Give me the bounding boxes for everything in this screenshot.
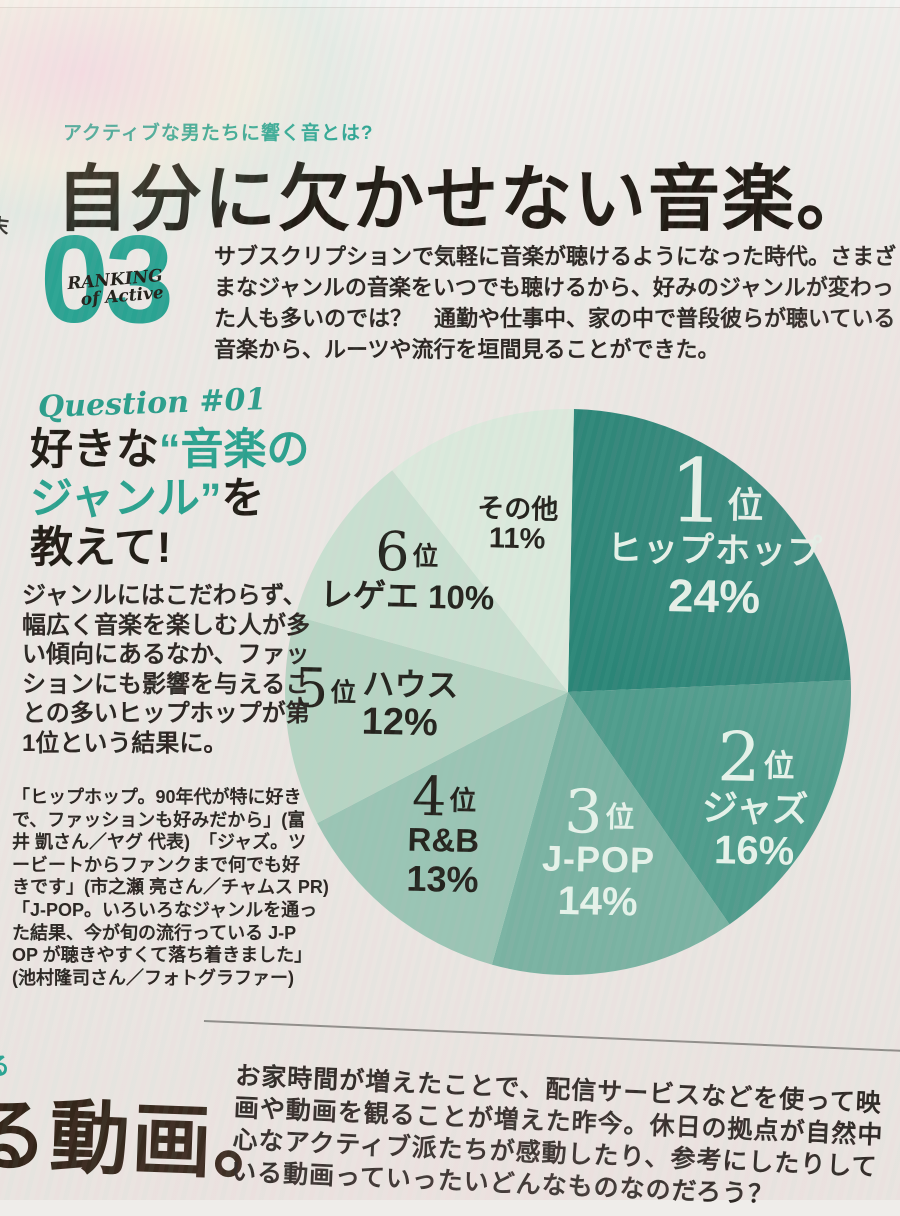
headline-seg-teal: ジャンル” — [30, 475, 222, 523]
rank-suffix: 位 — [763, 747, 795, 784]
question-body-paragraph: ジャンルにはこだわらず、 幅広く音楽を楽しむ人が多 い傾向にあるなか、ファッ ションに… — [22, 581, 310, 758]
page-title: 自分に欠かせない音楽。 — [56, 160, 871, 240]
text-line: 「ヒップホップ。90年代が特に好き — [12, 787, 302, 807]
screen-top-edge — [0, 0, 900, 8]
text-line: ービートからファンクまで何でも好 — [12, 854, 300, 875]
pie-slice-rank-1 — [568, 409, 851, 692]
pie-chart: 1 位 ヒップホップ 24% 2 位 ジャズ 16% 3 位 J-POP 14%… — [272, 396, 864, 988]
text-line: 「J-POP。いろいろなジャンルを通っ — [12, 899, 318, 920]
pie-slice-rank-5 — [285, 615, 568, 824]
question-headline-line3: 教えて! — [30, 524, 310, 573]
pie-slice-rank-6 — [295, 470, 568, 692]
slice-name: その他 — [477, 493, 559, 525]
headline-seg-black: 教えて! — [30, 524, 172, 572]
text-line: 井 凱さん／ヤグ 代表) 「ジャズ。ツ — [12, 832, 307, 853]
slice-percent: 10% — [427, 578, 495, 617]
question-number-script: Question #01 — [37, 382, 267, 425]
pie-label-other: その他 11% — [467, 493, 568, 556]
rank-suffix: 位 — [727, 483, 764, 526]
slice-name: レゲエ — [319, 575, 420, 616]
pie-label-rank4: 4 位 R&B 13% — [370, 764, 518, 900]
slice-name: J-POP — [541, 837, 656, 881]
rank6-name-percent-row: レゲエ 10% — [319, 575, 495, 617]
slice-percent: 24% — [667, 569, 761, 624]
headline-seg-teal: “音楽の — [159, 426, 310, 474]
question-headline-line1: 好きな“音楽の — [30, 426, 310, 475]
rank-number: 2 — [716, 718, 762, 799]
text-line: い傾向にあるなか、ファッ — [22, 641, 310, 668]
question-headline: 好きな“音楽の ジャンル”を 教えて! — [30, 426, 310, 573]
pie-slice-other — [392, 409, 574, 692]
pie-slice-rank-4 — [317, 692, 568, 965]
rank-suffix: 位 — [449, 785, 477, 816]
pie-label-rank1: 1 位 ヒップホップ 24% — [598, 439, 833, 624]
rank-number: 4 — [411, 764, 448, 829]
slice-name: ハウス — [362, 665, 459, 704]
pie-label-rank2: 2 位 ジャズ 16% — [666, 718, 844, 874]
rank-row: 4 位 — [371, 764, 517, 829]
left-edge-text-fragment-bottom: る — [0, 1046, 10, 1081]
slice-percent: 16% — [713, 828, 795, 874]
rank-number: 6 — [374, 519, 411, 584]
pie-chart-svg — [285, 409, 851, 975]
slice-percent: 12% — [361, 700, 439, 744]
intro-paragraph: サブスクリプションで気軽に音楽が聴けるようになった時代。さまざ まなジャンルの音楽… — [214, 241, 896, 365]
text-line: 音楽から、ルーツや流行を垣間見ることができた。 — [214, 337, 720, 362]
pie-label-rank3: 3 位 J-POP 14% — [508, 776, 689, 925]
kicker-heading: アクティブな男たちに響く音とは? — [63, 123, 374, 144]
headline-seg-black: を — [221, 475, 265, 523]
pie-slice-rank-3 — [491, 692, 730, 975]
slice-name: ジャズ — [701, 787, 809, 831]
section-script-label: RANKING of Active — [67, 266, 165, 310]
text-line: (池村隆司さん／フォトグラファー) — [12, 967, 294, 988]
text-line: OP が聴きやすくて落ち着きました」 — [12, 945, 313, 966]
pie-label-rank5: 5 位 ハウス 12% — [293, 656, 470, 744]
slice-percent: 11% — [488, 522, 546, 556]
slice-percent: 13% — [406, 857, 480, 900]
left-edge-text-fragment-top: 末 — [0, 215, 10, 239]
headline-seg-black: 好きな — [30, 426, 159, 474]
text-line: きです」(市之瀬 亮さん／チャムス PR) — [12, 877, 329, 898]
rank-row: 2 位 — [668, 718, 844, 799]
text-line: ションにも影響を与えるこ — [22, 670, 310, 698]
text-line: で、ファッションも好みだから」(富 — [12, 809, 306, 830]
rank-row: 3 位 — [510, 776, 689, 848]
reader-quotes-paragraph: 「ヒップホップ。90年代が特に好き で、ファッションも好みだから」(富井 凱さん／… — [12, 786, 329, 989]
rank-number: 3 — [563, 776, 604, 848]
slice-percent: 14% — [557, 878, 639, 925]
slice-name: R&B — [407, 820, 480, 860]
text-line: た結果、今が旬の流行っている J-P — [12, 922, 297, 943]
question-headline-line2: ジャンル”を — [30, 475, 310, 524]
footer-paragraph: お家時間が増えたことで、配信サービスなどを使って映 画や動画を観ることが増えた昨今… — [231, 1060, 886, 1216]
rank-suffix: 位 — [412, 540, 439, 572]
section-divider-rule — [203, 1020, 900, 1052]
text-line: ジャンルにはこだわらず、 — [22, 582, 307, 609]
slice-name: ヒップホップ — [606, 529, 824, 573]
text-line: た人も多いのでは？ 通勤や仕事中、家の中で普段彼らが聴いている — [214, 306, 896, 331]
text-line: サブスクリプションで気軽に音楽が聴けるようになった時代。さまざ — [214, 244, 897, 269]
text-line: との多いヒップホップが第 — [22, 700, 310, 727]
section-number: 03 — [40, 211, 174, 349]
pie-slice-rank-2 — [568, 680, 851, 925]
rank-row: 1 位 — [600, 439, 833, 544]
text-line: まなジャンルの音楽をいつでも聴けるから、好みのジャンルが変わっ — [214, 275, 894, 300]
rank5-text-column: ハウス 12% — [361, 665, 459, 744]
rank-number: 1 — [667, 439, 726, 544]
text-line: 幅広く音楽を楽しむ人が多 — [22, 611, 310, 639]
rank-suffix: 位 — [329, 676, 357, 708]
text-line: 1位という結果に。 — [22, 729, 228, 757]
rank-suffix: 位 — [605, 801, 635, 834]
